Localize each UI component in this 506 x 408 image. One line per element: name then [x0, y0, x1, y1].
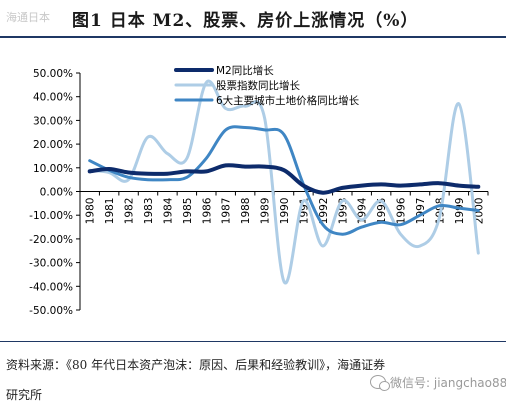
y-tick-label: -40.00%: [29, 281, 73, 293]
y-tick-label: 0.00%: [40, 187, 73, 199]
legend-item-stock-index: 股票指数同比增长: [174, 79, 300, 92]
x-tick-label: 1980: [85, 198, 97, 225]
x-tick-label: 1996: [396, 197, 408, 224]
source-text-line-1: 资料来源：《80 年代日本资产泡沫：原因、后果和经验教训》，海通证券: [6, 358, 386, 372]
y-axis-ticks: 50.00% 40.00% 30.00% 20.00% 10.00% 0.00% -10.0…: [29, 68, 80, 317]
legend-label: 股票指数同比增长: [216, 79, 300, 92]
figure-title: 图1 日本 M2、股票、房价上涨情况（%）: [72, 11, 419, 31]
x-axis-ticks: 1980 1981 1982 1983 1984 1985 1986 1987 1988 1989…: [79, 191, 489, 225]
y-tick-label: -10.00%: [29, 210, 73, 222]
x-tick-label: 1981: [104, 198, 116, 225]
legend-item-m2: M2同比增长: [174, 64, 274, 77]
series-lines: [87, 79, 481, 285]
y-tick-label: 30.00%: [33, 115, 73, 127]
watermark-text: 海通日本: [6, 11, 50, 24]
m2-series-line: [87, 163, 481, 195]
line-chart: 50.00% 40.00% 30.00% 20.00% 10.00% 0.00% -10.0…: [29, 64, 489, 317]
x-tick-label: 1999: [454, 198, 466, 225]
legend-item-land-price: 6大主要城市土地价格同比增长: [174, 94, 360, 107]
wechat-icon: [370, 375, 390, 391]
source-text-line-2: 研究所: [6, 388, 43, 402]
x-tick-label: 1988: [240, 198, 252, 225]
y-tick-label: -50.00%: [29, 305, 73, 317]
header-divider: [0, 36, 506, 38]
land-price-series-line: [88, 125, 480, 236]
wechat-watermark: 微信号: jiangchao8848: [370, 374, 506, 391]
stock-index-series-line: [88, 79, 480, 285]
x-tick-label: 1990: [279, 198, 291, 225]
legend-label: 6大主要城市土地价格同比增长: [216, 94, 360, 107]
legend-label: M2同比增长: [216, 64, 274, 77]
y-tick-label: 10.00%: [33, 163, 73, 175]
x-tick-label: 1983: [143, 198, 155, 225]
footer-divider: [0, 341, 506, 342]
figure-header: 海通日本 图1 日本 M2、股票、房价上涨情况（%）: [0, 0, 506, 36]
x-tick-label: 1992: [318, 198, 330, 225]
x-tick-label: 1985: [182, 198, 194, 225]
source-note: 资料来源：《80 年代日本资产泡沫：原因、后果和经验教训》，海通证券 研究所: [6, 350, 500, 408]
x-tick-label: 1982: [124, 198, 136, 225]
y-tick-label: -20.00%: [29, 234, 73, 246]
y-tick-label: 40.00%: [33, 92, 73, 104]
x-tick-label: 1987: [221, 198, 233, 225]
y-tick-label: -30.00%: [29, 258, 73, 270]
y-tick-label: 50.00%: [33, 68, 73, 80]
x-tick-label: 1986: [201, 197, 213, 224]
x-tick-label: 1984: [162, 197, 174, 224]
chart-axes: [79, 73, 488, 310]
wechat-id-text: 微信号: jiangchao8848: [390, 376, 506, 390]
x-tick-label: 1989: [260, 198, 272, 225]
y-tick-label: 20.00%: [33, 139, 73, 151]
